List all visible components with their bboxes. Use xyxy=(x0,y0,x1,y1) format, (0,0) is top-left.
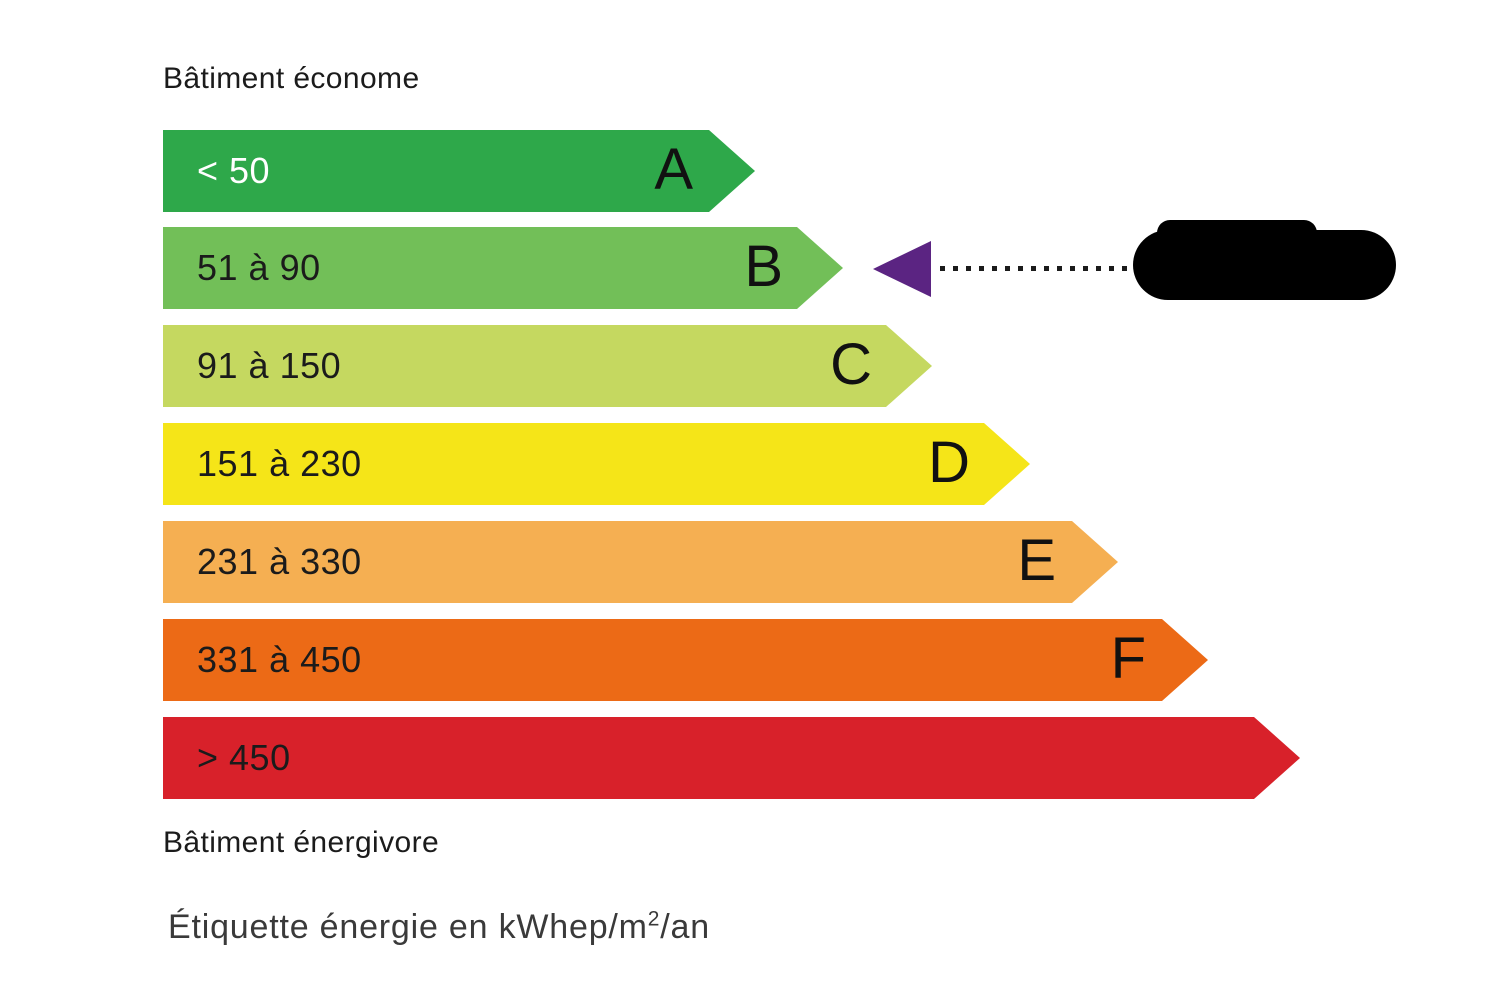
bar-range-label-g: > 450 xyxy=(197,737,291,778)
rating-leader-dotted-line xyxy=(940,266,1140,271)
bar-range-label-b: 51 à 90 xyxy=(197,247,321,288)
bar-range-label-a: < 50 xyxy=(197,150,271,191)
bar-arrow-shape-c xyxy=(163,325,932,407)
energy-bar-e: 231 à 330 E xyxy=(163,521,1118,603)
rating-pointer-triangle-icon xyxy=(873,241,931,297)
energy-bar-a: < 50 A xyxy=(163,130,755,212)
energy-bar-f: 331 à 450 F xyxy=(163,619,1208,701)
unit-superscript: 2 xyxy=(647,907,661,931)
caption-efficient-building: Bâtiment économe xyxy=(163,62,420,95)
unit-text-suffix: /an xyxy=(660,908,710,946)
bar-arrow-shape-d xyxy=(163,423,1030,505)
bar-grade-letter-f: F xyxy=(1110,626,1146,691)
bar-arrow-shape-b xyxy=(163,227,843,309)
unit-text-prefix: Étiquette énergie en kWhep/m xyxy=(168,908,648,946)
caption-energy-unit: Étiquette énergie en kWhep/m2/an xyxy=(168,908,710,947)
bar-grade-letter-e: E xyxy=(1017,528,1056,593)
bar-grade-letter-d: D xyxy=(928,430,970,495)
bar-grade-letter-a: A xyxy=(654,137,693,202)
bar-range-label-d: 151 à 230 xyxy=(197,443,362,484)
energy-bar-b: 51 à 90 B xyxy=(163,227,843,309)
bar-range-label-e: 231 à 330 xyxy=(197,541,362,582)
rating-value-redacted-blob xyxy=(1133,220,1396,300)
bar-arrow-shape-f xyxy=(163,619,1208,701)
triangle-glyph xyxy=(873,241,931,297)
energy-bar-g: > 450 xyxy=(163,717,1300,799)
bar-range-label-f: 331 à 450 xyxy=(197,639,362,680)
energy-bar-c: 91 à 150 C xyxy=(163,325,932,407)
bar-grade-letter-c: C xyxy=(830,332,872,397)
bar-arrow-shape-g xyxy=(163,717,1300,799)
bar-arrow-shape-e xyxy=(163,521,1118,603)
caption-energy-hungry-building: Bâtiment énergivore xyxy=(163,826,440,859)
bar-arrow-shape-a xyxy=(163,130,755,212)
bar-grade-letter-b: B xyxy=(744,234,783,299)
bar-range-label-c: 91 à 150 xyxy=(197,345,342,386)
energy-bar-d: 151 à 230 D xyxy=(163,423,1030,505)
